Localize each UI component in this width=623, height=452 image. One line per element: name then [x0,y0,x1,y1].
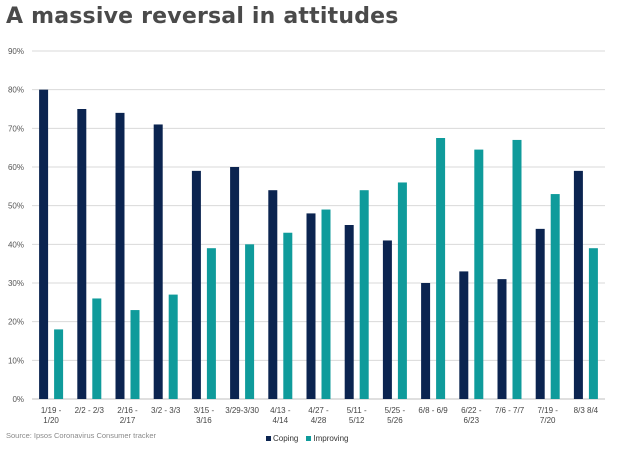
bar-coping [115,112,125,399]
bar-improving [359,190,369,399]
x-tick-label: 1/20 [43,416,59,425]
x-tick-label: 5/26 [387,416,403,425]
bar-coping [382,240,392,399]
x-tick-label: 2/16 - [117,406,138,415]
legend-item-improving: Improving [306,434,348,443]
grid [32,50,605,400]
legend-item-coping: Coping [266,434,298,443]
x-tick-label: 5/25 - [385,406,406,415]
bar-coping [535,228,545,399]
legend: Coping Improving [266,434,348,443]
bar-improving [550,194,560,399]
y-tick-label: 10% [8,356,24,365]
bar-coping [39,89,49,400]
x-tick-label: 6/23 [464,416,480,425]
y-tick-label: 40% [8,240,24,249]
legend-label-improving: Improving [313,434,349,443]
bar-coping [77,109,87,399]
bar-improving [130,310,140,399]
x-tick-label: 7/6 - 7/7 [495,406,525,415]
bar-coping [459,271,469,399]
legend-swatch-improving [306,436,312,441]
bar-improving [321,209,331,399]
x-tick-label: 7/19 - [537,406,558,415]
x-tick-label: 4/14 [273,416,289,425]
x-tick-label: 3/15 - [194,406,215,415]
bar-coping [497,279,507,399]
x-tick-label: 1/19 - [41,406,62,415]
bar-coping [230,167,240,399]
x-tick-label: 2/2 - 2/3 [75,406,105,415]
y-tick-label: 90% [8,47,24,56]
y-tick-label: 70% [8,124,24,133]
y-tick-label: 0% [12,395,24,404]
bar-improving [283,232,293,399]
x-tick-label: 6/8 - 6/9 [418,406,448,415]
x-tick-label: 3/2 - 3/3 [151,406,181,415]
y-tick-label: 80% [8,86,24,95]
x-tick-label: 8/3 8/4 [574,406,599,415]
bar-coping [573,170,583,399]
y-tick-label: 30% [8,279,24,288]
bar-improving [168,294,178,399]
x-tick-label: 3/29-3/30 [225,406,259,415]
bar-improving [436,138,446,399]
bar-coping [306,213,316,399]
source-note: Source: Ipsos Coronavirus Consumer track… [6,431,157,440]
y-tick-label: 60% [8,163,24,172]
bar-improving [512,139,522,399]
bar-improving [54,329,64,399]
x-tick-label: 5/11 - [347,406,367,415]
x-tick-label: 4/27 - [308,406,329,415]
x-tick-label: 4/28 [311,416,327,425]
bar-coping [191,170,201,399]
x-tick-label: 4/13 - [270,406,291,415]
x-tick-label: 6/22 - [461,406,482,415]
y-tick-label: 50% [8,202,24,211]
x-tick-label: 5/12 [349,416,365,425]
x-axis: 1/19 -1/20 2/2 - 2/3 2/16 -2/17 3/2 - 3/3 3/… [41,406,599,425]
y-tick-label: 20% [8,318,24,327]
bar-improving [92,298,102,399]
y-axis: 0% 10% 20% 30% 40% 50% 60% 70% 80% 90% [8,47,24,404]
bar-improving [474,149,484,399]
bar-improving [588,248,598,399]
bar-coping [268,190,278,399]
x-tick-label: 3/16 [196,416,212,425]
legend-swatch-coping [266,436,271,441]
x-tick-label: 2/17 [120,416,136,425]
bar-improving [206,248,216,399]
bar-coping [344,225,354,399]
bar-coping [421,283,431,399]
bar-coping [153,124,163,399]
x-tick-label: 7/20 [540,416,556,425]
bars [39,89,598,400]
legend-label-coping: Coping [273,434,299,443]
bar-improving [397,182,407,399]
bar-improving [245,244,255,399]
chart-title: A massive reversal in attitudes [6,4,399,29]
